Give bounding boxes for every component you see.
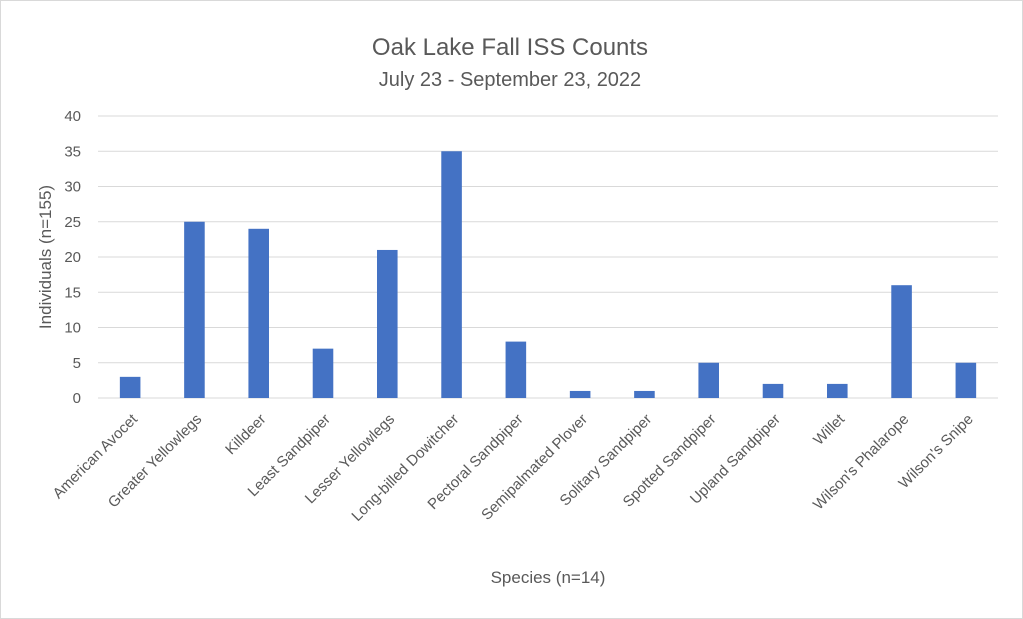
bar (569, 390, 591, 398)
y-tick-label: 25 (64, 214, 81, 231)
y-tick-label: 40 (64, 108, 81, 125)
chart-subtitle: July 23 - September 23, 2022 (379, 69, 641, 91)
bar (634, 390, 655, 398)
bar (312, 348, 334, 398)
y-tick-label: 10 (64, 320, 81, 337)
bar (505, 341, 527, 398)
bar (441, 151, 462, 398)
x-tick-label: Killdeer (222, 411, 269, 458)
y-tick-label: 15 (64, 284, 81, 301)
bars (119, 151, 977, 398)
bar (248, 228, 269, 398)
x-tick-label: Willet (810, 410, 849, 449)
y-tick-label: 5 (73, 355, 81, 372)
y-tick-label: 0 (73, 390, 81, 407)
bar (891, 285, 912, 398)
gridlines (98, 115, 998, 399)
y-axis-title: Individuals (n=155) (36, 185, 55, 329)
bar (377, 249, 398, 398)
y-axis-ticks: 0 5 10 15 20 25 30 35 40 (64, 108, 81, 407)
bar (827, 383, 848, 398)
bar (955, 362, 977, 398)
bar (698, 362, 719, 398)
x-tick-label: Long-billed Dowitcher (348, 411, 462, 525)
chart-title: Oak Lake Fall ISS Counts (372, 34, 648, 61)
x-tick-label: Semipalmated Plover (478, 411, 591, 524)
bar (184, 221, 205, 398)
bar (762, 383, 784, 398)
bar (119, 376, 141, 398)
y-tick-label: 20 (64, 249, 81, 266)
y-tick-label: 30 (64, 179, 81, 196)
y-tick-label: 35 (64, 143, 81, 160)
x-axis-title: Species (n=14) (491, 568, 606, 587)
